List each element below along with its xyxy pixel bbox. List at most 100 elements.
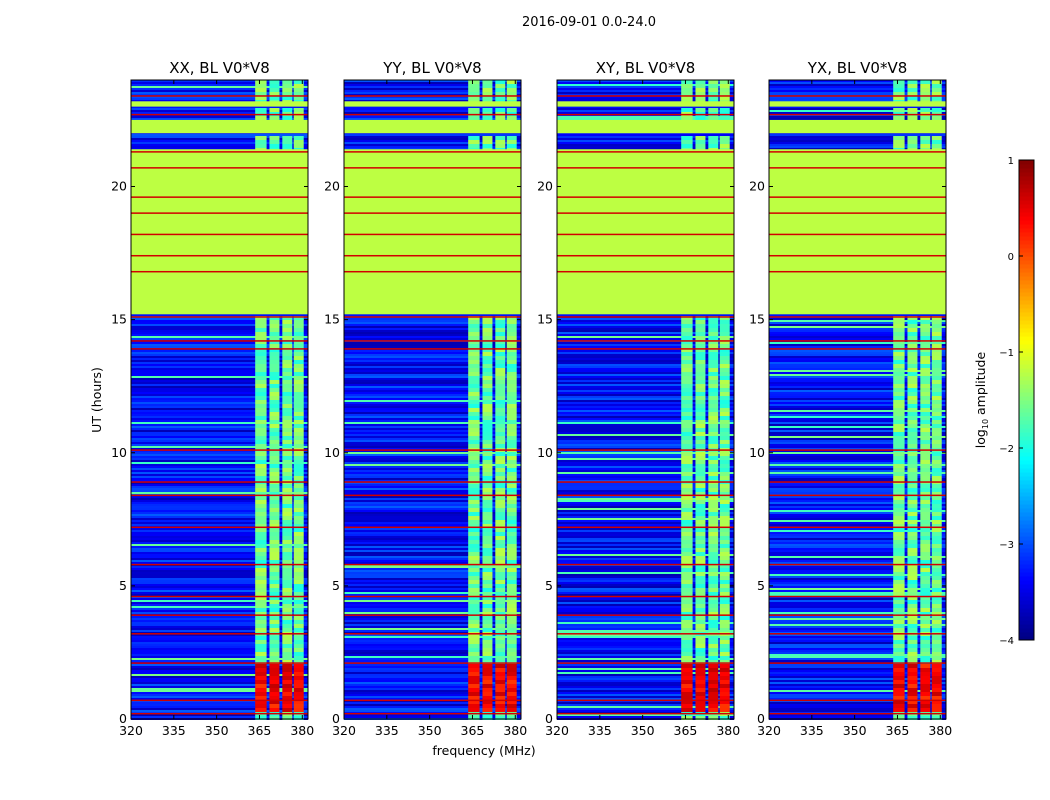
band-cell bbox=[893, 336, 905, 340]
band-cell bbox=[255, 372, 267, 376]
time-row bbox=[557, 534, 734, 536]
band-cell bbox=[269, 432, 280, 436]
time-row bbox=[769, 430, 946, 432]
colorbar-step bbox=[1019, 512, 1034, 517]
band-cell bbox=[293, 436, 304, 440]
y-tick-label: 20 bbox=[749, 179, 765, 194]
band-cell bbox=[482, 668, 493, 672]
time-row bbox=[557, 538, 734, 540]
time-row bbox=[344, 442, 521, 444]
time-row bbox=[131, 520, 308, 522]
flag-line bbox=[769, 712, 946, 715]
time-row bbox=[344, 144, 521, 146]
time-row bbox=[131, 546, 308, 548]
band-cell bbox=[506, 84, 517, 88]
time-row bbox=[557, 334, 734, 336]
time-row bbox=[557, 578, 734, 580]
time-row bbox=[769, 634, 946, 636]
band-cell bbox=[931, 348, 942, 352]
band-cell bbox=[719, 700, 730, 704]
time-row bbox=[557, 684, 734, 686]
band-cell bbox=[907, 700, 918, 704]
y-tick-label: 0 bbox=[757, 711, 765, 726]
band-cell bbox=[719, 496, 730, 500]
band-cell bbox=[468, 488, 480, 492]
time-row bbox=[557, 506, 734, 508]
band-cell bbox=[920, 620, 931, 624]
band-cell bbox=[920, 544, 931, 548]
band-cell bbox=[719, 572, 730, 576]
band-cell bbox=[506, 548, 517, 552]
band-cell bbox=[482, 108, 493, 112]
time-row bbox=[557, 646, 734, 648]
band-cell bbox=[931, 472, 942, 476]
band-cell bbox=[468, 680, 480, 684]
time-row bbox=[344, 552, 521, 554]
band-cell bbox=[681, 576, 693, 580]
time-row bbox=[769, 490, 946, 492]
time-row bbox=[344, 692, 521, 694]
band-cell bbox=[269, 436, 280, 440]
band-cell bbox=[719, 552, 730, 556]
time-row bbox=[344, 350, 521, 352]
time-row bbox=[131, 560, 308, 562]
band-cell bbox=[719, 356, 730, 360]
band-cell bbox=[482, 680, 493, 684]
band-cell bbox=[719, 516, 730, 520]
band-cell bbox=[920, 616, 931, 620]
band-cell bbox=[920, 608, 931, 612]
band-cell bbox=[293, 652, 304, 656]
band-cell bbox=[506, 688, 517, 692]
band-cell bbox=[920, 692, 931, 696]
band-cell bbox=[681, 84, 693, 88]
band-cell bbox=[681, 708, 693, 712]
band-cell bbox=[482, 436, 493, 440]
time-row bbox=[557, 492, 734, 494]
time-row bbox=[769, 638, 946, 640]
band-cell bbox=[269, 368, 280, 372]
band-cell bbox=[893, 644, 905, 648]
band-cell bbox=[931, 84, 942, 88]
band-cell bbox=[269, 320, 280, 324]
band-cell bbox=[695, 628, 706, 632]
colorbar-step bbox=[1019, 432, 1034, 437]
band-cell bbox=[255, 368, 267, 372]
band-cell bbox=[282, 440, 293, 444]
time-row bbox=[131, 320, 308, 322]
colorbar-step bbox=[1019, 576, 1034, 581]
band-cell bbox=[695, 328, 706, 332]
band-cell bbox=[695, 512, 706, 516]
band-cell bbox=[482, 560, 493, 564]
band-cell bbox=[681, 400, 693, 404]
band-cell bbox=[468, 140, 480, 144]
band-cell bbox=[708, 108, 719, 112]
band-cell bbox=[282, 432, 293, 436]
band-cell bbox=[681, 316, 693, 320]
band-cell bbox=[893, 344, 905, 348]
band-cell bbox=[695, 496, 706, 500]
band-cell bbox=[269, 616, 280, 620]
band-cell bbox=[681, 500, 693, 504]
band-cell bbox=[931, 584, 942, 588]
band-cell bbox=[681, 564, 693, 568]
colorbar-step bbox=[1019, 604, 1034, 609]
band-cell bbox=[293, 404, 304, 408]
band-cell bbox=[468, 688, 480, 692]
y-tick-label: 15 bbox=[324, 312, 340, 327]
band-cell bbox=[931, 576, 942, 580]
time-row bbox=[131, 432, 308, 434]
band-cell bbox=[907, 600, 918, 604]
colorbar-step bbox=[1019, 464, 1034, 469]
time-row bbox=[344, 140, 521, 142]
band-cell bbox=[255, 584, 267, 588]
x-tick-label: 380 bbox=[928, 723, 952, 738]
colorbar-step bbox=[1019, 472, 1034, 477]
time-row bbox=[131, 550, 308, 552]
time-row bbox=[131, 442, 308, 444]
band-cell bbox=[293, 328, 304, 332]
time-row bbox=[557, 496, 734, 498]
band-cell bbox=[482, 320, 493, 324]
flag-line bbox=[557, 699, 734, 702]
time-row bbox=[344, 612, 521, 614]
band-cell bbox=[293, 508, 304, 512]
